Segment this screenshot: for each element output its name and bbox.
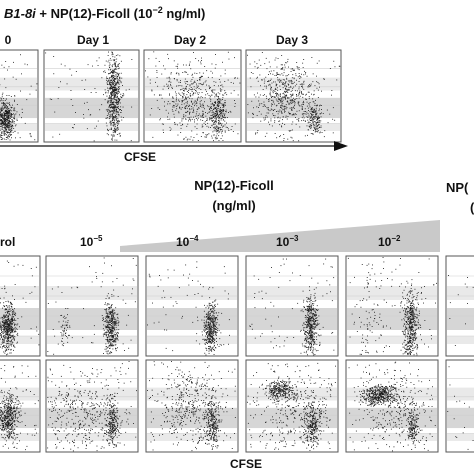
panel-a-title: B1-8i + NP(12)-Ficoll (10−2 ng/ml): [4, 5, 205, 21]
plot-day-3: [245, 49, 342, 143]
plot-control-bottom: [0, 359, 41, 453]
panel-b-right-edge-label2: (: [470, 200, 474, 215]
plot-day-1: [43, 49, 140, 143]
dose-wedge: [120, 220, 440, 252]
dose-label-1: 10−5: [80, 234, 103, 249]
dose-label-3: 10−3: [276, 234, 299, 249]
plot-dose-4-bottom: [345, 359, 439, 453]
cfse-label-a: CFSE: [124, 150, 156, 164]
plot-day-0: [0, 49, 39, 143]
plot-dose-2-bottom: [145, 359, 239, 453]
panel-b-right-edge-label: NP(: [446, 180, 469, 195]
plot-dose-3-top: [245, 255, 339, 357]
panel-b-title-line2: (ng/ml): [212, 198, 255, 213]
plot-partial-top: [445, 255, 474, 357]
cfse-arrowhead-a: [334, 141, 348, 151]
panel-b-plots: [0, 255, 474, 453]
day-label-2: Day 2: [174, 33, 206, 47]
plot-day-2: [143, 49, 242, 143]
day-label-0: 0: [5, 33, 12, 47]
plot-dose-2-top: [145, 255, 239, 357]
dose-label-2: 10−4: [176, 234, 199, 249]
plot-dose-4-top: [345, 255, 439, 357]
plot-partial-bottom: [445, 359, 474, 453]
panel-a-plots: [0, 49, 342, 143]
plot-control-top: [0, 255, 41, 357]
control-label: rol: [0, 235, 15, 249]
day-label-1: Day 1: [77, 33, 109, 47]
plot-dose-3-bottom: [245, 359, 339, 453]
panel-b-title-line1: NP(12)-Ficoll: [194, 178, 273, 193]
plot-dose-1-bottom: [45, 359, 139, 453]
cfse-label-b: CFSE: [230, 457, 262, 471]
dose-label-4: 10−2: [378, 234, 401, 249]
plot-dose-1-top: [45, 255, 139, 357]
day-label-3: Day 3: [276, 33, 308, 47]
